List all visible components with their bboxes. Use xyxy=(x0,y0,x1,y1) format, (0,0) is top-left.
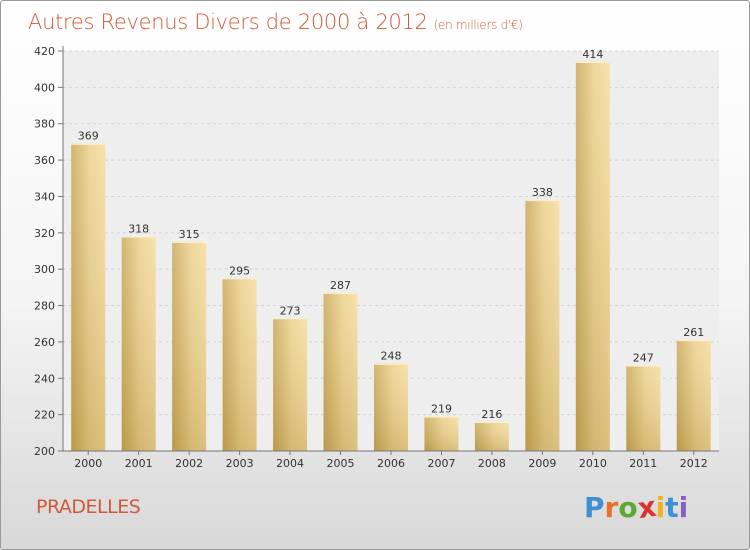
bar-shade xyxy=(474,421,509,451)
y-tick-label: 220 xyxy=(34,409,55,422)
data-label: 414 xyxy=(582,48,603,61)
data-label: 261 xyxy=(683,326,704,339)
x-tick-label: 2004 xyxy=(276,457,304,470)
x-tick-label: 2012 xyxy=(680,457,708,470)
bar-shade xyxy=(71,143,106,451)
bar-shade xyxy=(273,318,308,451)
data-label: 338 xyxy=(532,186,553,199)
x-tick-label: 2010 xyxy=(579,457,607,470)
data-label: 287 xyxy=(330,279,351,292)
chart-title: Autres Revenus Divers de 2000 à 2012 xyxy=(28,10,428,34)
y-tick-label: 200 xyxy=(34,445,55,458)
proxiti-logo: Proxiti xyxy=(584,489,689,526)
y-tick-label: 400 xyxy=(34,81,55,94)
y-tick-label: 300 xyxy=(34,263,55,276)
data-label: 273 xyxy=(280,304,301,317)
y-tick-label: 340 xyxy=(34,190,55,203)
y-tick-label: 280 xyxy=(34,300,55,313)
x-tick-label: 2005 xyxy=(327,457,355,470)
bar-shade xyxy=(374,363,408,451)
data-label: 216 xyxy=(481,408,502,421)
logo-letter: x xyxy=(635,489,658,526)
bar-shade xyxy=(121,236,156,451)
data-label: 219 xyxy=(431,402,452,415)
logo-letter: t xyxy=(665,491,679,524)
bar-shade xyxy=(575,61,610,452)
y-tick-label: 360 xyxy=(34,154,55,167)
bar-shade xyxy=(323,292,358,451)
x-tick-label: 2001 xyxy=(125,457,153,470)
location-name: PRADELLES xyxy=(36,496,141,518)
x-tick-label: 2007 xyxy=(427,457,455,470)
y-tick-label: 320 xyxy=(34,227,55,240)
data-label: 247 xyxy=(633,352,654,365)
data-label: 369 xyxy=(78,130,99,143)
bar-shade xyxy=(525,200,560,451)
logo-letter: P xyxy=(584,491,605,524)
bar-shade xyxy=(222,278,257,451)
y-tick-label: 260 xyxy=(34,336,55,349)
x-tick-label: 2003 xyxy=(226,457,254,470)
x-tick-label: 2011 xyxy=(629,457,657,470)
bar-shade xyxy=(626,365,661,451)
logo-letter: i xyxy=(678,491,689,524)
x-tick-label: 2009 xyxy=(528,457,556,470)
x-tick-label: 2008 xyxy=(478,457,506,470)
data-label: 315 xyxy=(179,228,200,241)
logo-letter: i xyxy=(655,491,666,524)
bar-shade xyxy=(172,241,207,451)
chart-title-line: Autres Revenus Divers de 2000 à 2012 (en … xyxy=(28,10,523,34)
data-label: 318 xyxy=(128,222,149,235)
y-tick-label: 420 xyxy=(34,45,55,58)
logo-letter: o xyxy=(618,491,638,524)
x-tick-label: 2006 xyxy=(377,457,405,470)
data-label: 248 xyxy=(381,350,402,363)
logo-letter: r xyxy=(604,491,619,524)
y-tick-label: 240 xyxy=(34,372,55,385)
bar-shade xyxy=(676,340,711,451)
y-tick-label: 380 xyxy=(34,118,55,131)
x-tick-label: 2000 xyxy=(74,457,102,470)
chart-subtitle: (en milliers d'€) xyxy=(433,18,523,32)
data-label: 295 xyxy=(229,264,250,277)
bar-shade xyxy=(424,416,459,451)
x-tick-label: 2002 xyxy=(175,457,203,470)
